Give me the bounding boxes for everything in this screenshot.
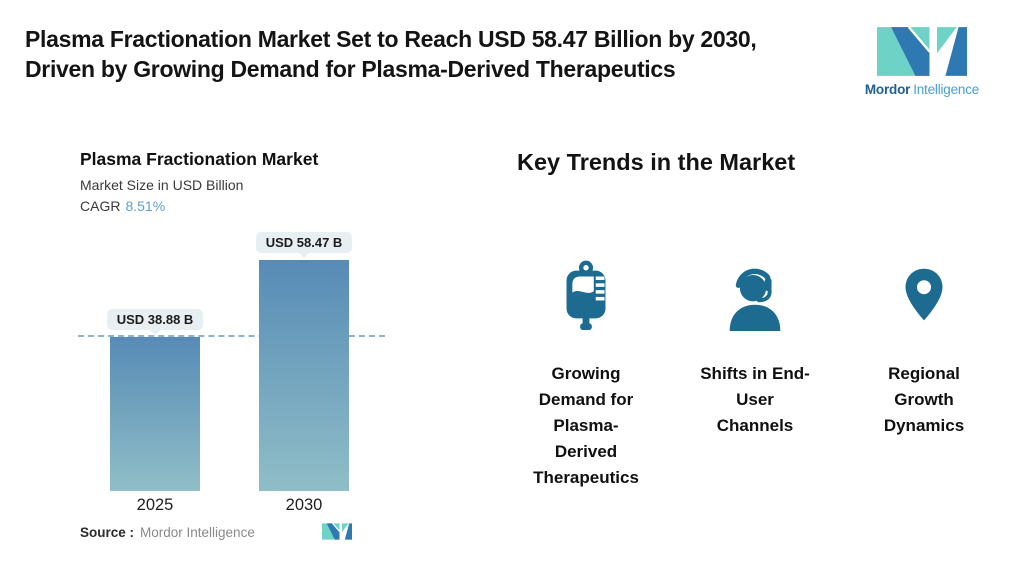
cagr-label: CAGR	[80, 198, 121, 214]
bar-2025	[110, 337, 200, 491]
trend-item-regional-growth: Regional Growth Dynamics	[839, 258, 1009, 439]
trend-label-regional-growth: Regional Growth Dynamics	[883, 364, 965, 435]
logo-word-mordor: Mordor	[864, 82, 911, 97]
mordor-logo-mark-icon	[877, 26, 967, 76]
chart-title: Plasma Fractionation Market	[80, 149, 319, 169]
headset-person-icon	[729, 268, 781, 332]
source-label: Source :	[80, 525, 135, 540]
source-value: Mordor Intelligence	[140, 525, 255, 540]
trends-heading: Key Trends in the Market	[517, 149, 796, 175]
bar-2030	[259, 260, 349, 491]
mordor-logo-mini-icon	[322, 523, 352, 540]
cagr-value: 8.51%	[125, 198, 166, 214]
source-line: Source : Mordor Intelligence	[80, 525, 255, 540]
mordor-intelligence-logo: Mordor Intelligence	[862, 26, 982, 97]
x-axis-label-2030: 2030	[285, 496, 323, 514]
chart-subtitle: Market Size in USD Billion	[80, 177, 244, 193]
bar-value-label-2030: USD 58.47 B	[256, 232, 352, 253]
trend-label-end-user-channels: Shifts in End- User Channels	[700, 364, 810, 435]
dashed-reference-line	[78, 335, 385, 337]
location-pin-icon	[905, 268, 943, 321]
trend-item-plasma-demand: Growing Demand for Plasma- Derived Therapeut…	[501, 258, 671, 491]
x-axis-label-2025: 2025	[136, 496, 174, 514]
bar-column-2025: USD 38.88 B	[105, 226, 205, 491]
bar-value-label-2025: USD 38.88 B	[107, 309, 203, 330]
page-title: Plasma Fractionation Market Set to Reach…	[25, 26, 757, 82]
chart-cagr: CAGR 8.51%	[80, 198, 165, 214]
trend-label-plasma-demand: Growing Demand for Plasma- Derived Therapeut…	[533, 364, 639, 487]
bar-column-2030: USD 58.47 B	[254, 226, 354, 491]
logo-word-intelligence: Intelligence	[913, 82, 980, 97]
logo-wordmark: Mordor Intelligence	[862, 82, 982, 97]
trend-item-end-user-channels: Shifts in End- User Channels	[670, 258, 840, 439]
iv-blood-bag-icon	[566, 260, 606, 331]
